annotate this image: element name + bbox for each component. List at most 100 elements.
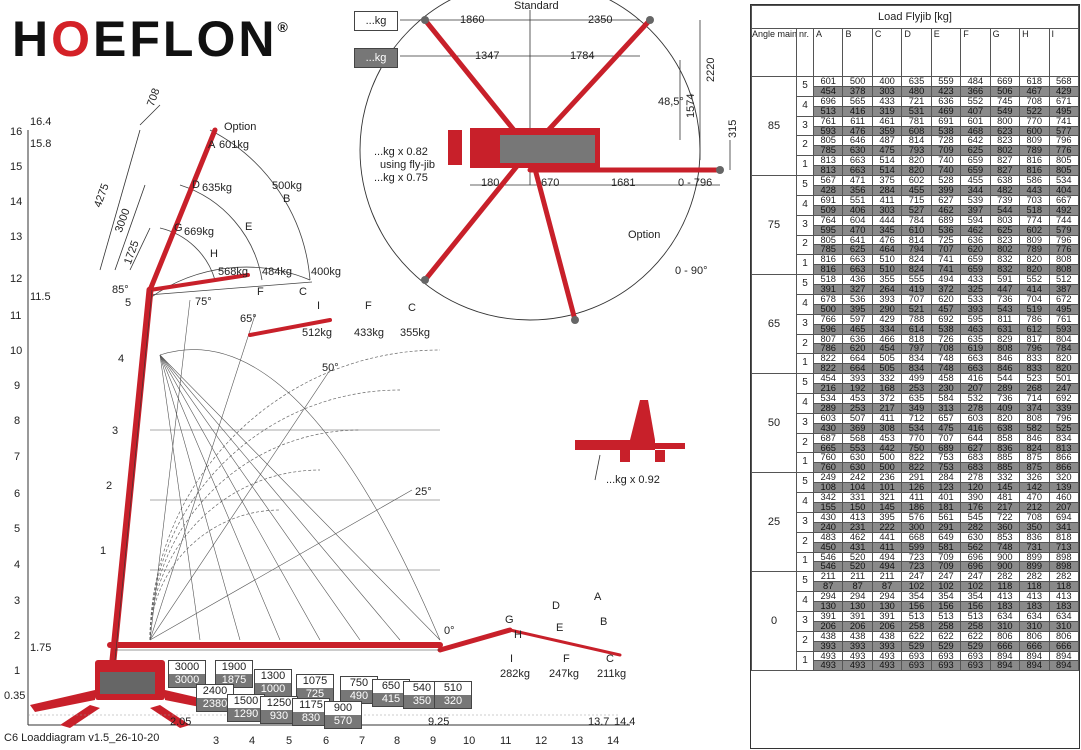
load-cell: 534 — [812, 393, 844, 404]
angle-48-5: 48,5° — [658, 96, 684, 108]
load-cell: 820 — [901, 165, 932, 177]
load-cell: 247 — [901, 571, 932, 583]
ground-load-box: 1300 1000 — [254, 669, 292, 697]
load-cell: 781 — [901, 115, 932, 127]
load-cell: 808 — [1048, 264, 1079, 276]
load-cell: 399 — [930, 184, 962, 196]
load-cell: 898 — [1048, 551, 1079, 563]
nr-cell: 1 — [796, 452, 814, 474]
load-cell: 692 — [930, 313, 962, 325]
load-cell: 155 — [812, 501, 844, 513]
load-cell: 476 — [871, 234, 903, 246]
load-cell: 500 — [871, 462, 903, 474]
load-cell: 707 — [930, 244, 962, 256]
nr-cell: 2 — [796, 432, 814, 454]
x-tick: 4 — [249, 735, 256, 747]
table-row: 3 391 391 391 513 513 513 634 634 634 — [752, 610, 1079, 632]
top-view-option: Option — [628, 229, 661, 241]
load-cell: 458 — [930, 373, 962, 385]
load-cell: 181 — [930, 501, 962, 513]
load-cell: 493 — [812, 650, 844, 662]
load-cell: 130 — [871, 601, 903, 612]
table-row: 50 5 454 393 332 499 458 416 544 523 501 — [751, 373, 1079, 474]
load-cell: 519 — [1019, 303, 1050, 315]
load-cell: 499 — [901, 373, 932, 385]
load-cell: 230 — [930, 383, 962, 394]
note-flyjib: using fly-jib — [380, 159, 436, 171]
load-cell: 457 — [930, 303, 962, 315]
load-cell: 644 — [960, 432, 991, 444]
load-cell: 505 — [871, 353, 903, 365]
load-cell: 258 — [930, 620, 962, 632]
load-cell: 356 — [842, 184, 873, 196]
nr-cell: 1 — [796, 254, 814, 276]
load-cell: 236 — [871, 472, 903, 484]
nr-cell: 4 — [796, 293, 814, 315]
load-cell: 461 — [871, 115, 903, 127]
jib-point-f: F — [257, 286, 264, 298]
load-cell: 332 — [871, 373, 903, 385]
column-header: B — [842, 28, 873, 77]
jib-load-d: 635kg — [202, 182, 232, 194]
dim-180: 180 — [481, 177, 500, 189]
load-cell: 635 — [960, 333, 991, 345]
load-cell: 823 — [989, 234, 1021, 246]
nr-cell: 2 — [796, 234, 814, 256]
table-row: 2 805 646 487 814 728 642 823 809 796 — [752, 135, 1079, 157]
load-cell: 514 — [871, 155, 903, 167]
x-tick: 10 — [463, 735, 476, 747]
table-row: 108 104 101 126 123 120 145 142 139 — [752, 482, 1079, 494]
load-cell: 176 — [960, 501, 991, 513]
load-cell: 634 — [989, 610, 1021, 622]
load-cell: 390 — [960, 492, 991, 503]
load-cell: 714 — [1019, 393, 1050, 404]
load-cell: 693 — [960, 650, 991, 662]
table-row: 2 805 641 476 814 725 636 823 809 796 — [752, 234, 1079, 256]
load-cell: 600 — [1019, 125, 1050, 137]
load-cell: 808 — [1019, 412, 1050, 424]
load-cell: 553 — [842, 442, 873, 454]
load-cell: 898 — [1048, 561, 1079, 573]
load-cell: 584 — [930, 393, 962, 404]
y-tick: 11 — [10, 310, 22, 322]
jib-point-c: C — [408, 302, 416, 314]
load-cell: 428 — [812, 184, 844, 196]
load-cell: 813 — [812, 165, 844, 177]
load-cell: 211 — [842, 571, 873, 583]
load-cell: 447 — [989, 284, 1021, 295]
table-row: 130 130 130 156 156 156 183 183 183 — [752, 601, 1079, 612]
load-cell: 630 — [842, 462, 873, 474]
header-angle: Angle main boom — [751, 28, 797, 77]
jib-load-f: 247kg — [549, 668, 579, 680]
jib-point-f: F — [365, 300, 372, 312]
load-cell: 597 — [842, 313, 873, 325]
load-cell: 894 — [989, 650, 1021, 662]
load-cell: 846 — [1019, 432, 1050, 444]
load-cell: 641 — [842, 234, 873, 246]
load-cell: 495 — [1048, 105, 1079, 117]
load-cell: 531 — [901, 105, 932, 117]
load-cell: 601 — [812, 76, 844, 87]
x-tick: 13 — [571, 735, 584, 747]
ground-load-box: 1250 930 — [260, 696, 298, 724]
load-cell: 708 — [1019, 95, 1050, 107]
load-cell: 805 — [1048, 165, 1079, 177]
load-cell: 568 — [1048, 76, 1079, 87]
load-cell: 303 — [871, 204, 903, 216]
load-cell: 544 — [989, 204, 1021, 216]
dim-315: 315 — [727, 119, 739, 138]
load-cell: 593 — [1048, 323, 1079, 335]
load-cell: 760 — [812, 452, 844, 464]
jib-load-g: 669kg — [184, 226, 214, 238]
load-cell: 249 — [812, 472, 844, 484]
load-cell: 482 — [989, 184, 1021, 196]
load-cell: 796 — [1048, 412, 1079, 424]
load-cell: 612 — [1019, 323, 1050, 335]
load-cell: 663 — [842, 254, 873, 266]
load-cell: 102 — [930, 581, 962, 593]
load-cell: 211 — [871, 571, 903, 583]
load-cell: 822 — [812, 353, 844, 365]
load-cell: 804 — [1048, 333, 1079, 345]
load-cell: 793 — [901, 145, 932, 157]
load-cell: 168 — [871, 383, 903, 394]
